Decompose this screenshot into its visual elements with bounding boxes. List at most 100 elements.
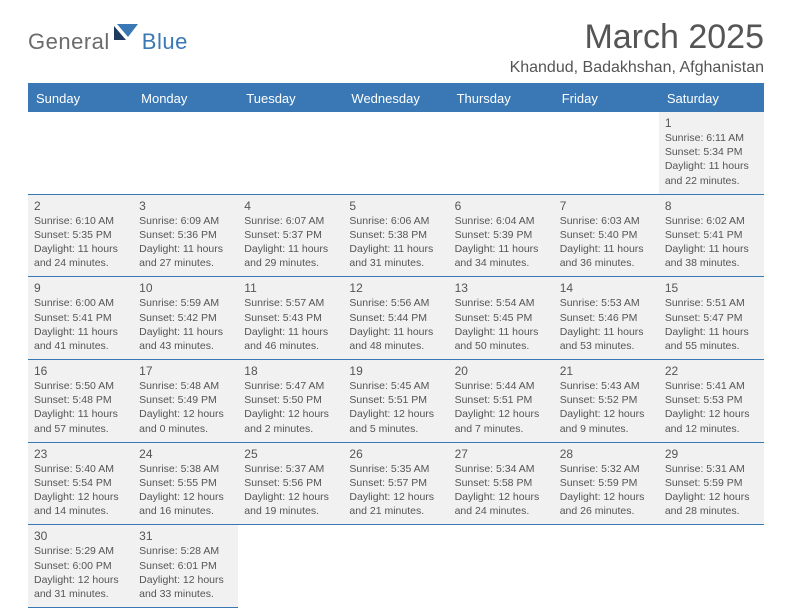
calendar-day-cell: 14Sunrise: 5:53 AMSunset: 5:46 PMDayligh… [554, 277, 659, 360]
calendar-row: 1Sunrise: 6:11 AMSunset: 5:34 PMDaylight… [28, 112, 764, 194]
day-number: 25 [244, 447, 337, 461]
sunrise-text: Sunrise: 6:11 AM [665, 131, 758, 145]
sunset-text: Sunset: 5:35 PM [34, 228, 127, 242]
day-number: 31 [139, 529, 232, 543]
daylight-text: Daylight: 11 hours [665, 242, 758, 256]
logo-text-general: General [28, 29, 110, 55]
daylight-text: and 50 minutes. [455, 339, 548, 353]
calendar-empty-cell [449, 112, 554, 194]
calendar-row: 23Sunrise: 5:40 AMSunset: 5:54 PMDayligh… [28, 442, 764, 525]
sunrise-text: Sunrise: 5:37 AM [244, 462, 337, 476]
sunrise-text: Sunrise: 6:06 AM [349, 214, 442, 228]
calendar-empty-cell [343, 112, 448, 194]
weekday-header: Friday [554, 85, 659, 112]
calendar-empty-cell [554, 112, 659, 194]
daylight-text: Daylight: 12 hours [34, 490, 127, 504]
sunrise-text: Sunrise: 6:03 AM [560, 214, 653, 228]
weekday-header: Saturday [659, 85, 764, 112]
sunset-text: Sunset: 5:56 PM [244, 476, 337, 490]
daylight-text: and 33 minutes. [139, 587, 232, 601]
day-number: 13 [455, 281, 548, 295]
daylight-text: Daylight: 11 hours [560, 325, 653, 339]
logo-text-blue: Blue [142, 29, 188, 55]
sunrise-text: Sunrise: 6:04 AM [455, 214, 548, 228]
sunrise-text: Sunrise: 5:29 AM [34, 544, 127, 558]
daylight-text: and 19 minutes. [244, 504, 337, 518]
weekday-header: Tuesday [238, 85, 343, 112]
calendar-day-cell: 8Sunrise: 6:02 AMSunset: 5:41 PMDaylight… [659, 194, 764, 277]
calendar-day-cell: 20Sunrise: 5:44 AMSunset: 5:51 PMDayligh… [449, 360, 554, 443]
sunset-text: Sunset: 5:59 PM [665, 476, 758, 490]
day-number: 7 [560, 199, 653, 213]
daylight-text: Daylight: 11 hours [34, 407, 127, 421]
sunrise-text: Sunrise: 5:40 AM [34, 462, 127, 476]
calendar-day-cell: 21Sunrise: 5:43 AMSunset: 5:52 PMDayligh… [554, 360, 659, 443]
day-number: 29 [665, 447, 758, 461]
daylight-text: Daylight: 11 hours [560, 242, 653, 256]
calendar-day-cell: 16Sunrise: 5:50 AMSunset: 5:48 PMDayligh… [28, 360, 133, 443]
sunrise-text: Sunrise: 6:09 AM [139, 214, 232, 228]
daylight-text: and 7 minutes. [455, 422, 548, 436]
daylight-text: and 21 minutes. [349, 504, 442, 518]
daylight-text: and 5 minutes. [349, 422, 442, 436]
calendar-day-cell: 3Sunrise: 6:09 AMSunset: 5:36 PMDaylight… [133, 194, 238, 277]
sunrise-text: Sunrise: 6:07 AM [244, 214, 337, 228]
daylight-text: and 22 minutes. [665, 174, 758, 188]
sunset-text: Sunset: 5:58 PM [455, 476, 548, 490]
sunrise-text: Sunrise: 5:32 AM [560, 462, 653, 476]
calendar-empty-cell [133, 112, 238, 194]
daylight-text: and 12 minutes. [665, 422, 758, 436]
calendar-day-cell: 12Sunrise: 5:56 AMSunset: 5:44 PMDayligh… [343, 277, 448, 360]
sunset-text: Sunset: 5:53 PM [665, 393, 758, 407]
daylight-text: Daylight: 11 hours [244, 325, 337, 339]
day-number: 4 [244, 199, 337, 213]
sunset-text: Sunset: 5:39 PM [455, 228, 548, 242]
daylight-text: and 34 minutes. [455, 256, 548, 270]
sunset-text: Sunset: 5:51 PM [455, 393, 548, 407]
calendar-day-cell: 25Sunrise: 5:37 AMSunset: 5:56 PMDayligh… [238, 442, 343, 525]
daylight-text: and 9 minutes. [560, 422, 653, 436]
calendar-day-cell: 24Sunrise: 5:38 AMSunset: 5:55 PMDayligh… [133, 442, 238, 525]
sunrise-text: Sunrise: 5:50 AM [34, 379, 127, 393]
sunrise-text: Sunrise: 6:10 AM [34, 214, 127, 228]
day-number: 11 [244, 281, 337, 295]
weekday-header: Thursday [449, 85, 554, 112]
day-number: 5 [349, 199, 442, 213]
daylight-text: and 48 minutes. [349, 339, 442, 353]
daylight-text: and 14 minutes. [34, 504, 127, 518]
daylight-text: and 31 minutes. [34, 587, 127, 601]
daylight-text: Daylight: 12 hours [665, 490, 758, 504]
calendar-day-cell: 17Sunrise: 5:48 AMSunset: 5:49 PMDayligh… [133, 360, 238, 443]
daylight-text: Daylight: 11 hours [455, 242, 548, 256]
calendar-day-cell: 2Sunrise: 6:10 AMSunset: 5:35 PMDaylight… [28, 194, 133, 277]
sunset-text: Sunset: 5:59 PM [560, 476, 653, 490]
sunrise-text: Sunrise: 6:02 AM [665, 214, 758, 228]
daylight-text: Daylight: 11 hours [455, 325, 548, 339]
day-number: 19 [349, 364, 442, 378]
calendar-empty-cell [659, 525, 764, 608]
sunrise-text: Sunrise: 5:47 AM [244, 379, 337, 393]
daylight-text: Daylight: 12 hours [244, 490, 337, 504]
calendar-row: 2Sunrise: 6:10 AMSunset: 5:35 PM Daylight… [28, 194, 764, 277]
sunset-text: Sunset: 5:42 PM [139, 311, 232, 325]
sunrise-text: Sunrise: 5:59 AM [139, 296, 232, 310]
daylight-text: Daylight: 11 hours [665, 159, 758, 173]
day-number: 2 [34, 199, 127, 213]
calendar-day-cell: 5Sunrise: 6:06 AMSunset: 5:38 PMDaylight… [343, 194, 448, 277]
sunrise-text: Sunrise: 5:53 AM [560, 296, 653, 310]
calendar-day-cell: 18Sunrise: 5:47 AMSunset: 5:50 PMDayligh… [238, 360, 343, 443]
sunset-text: Sunset: 5:45 PM [455, 311, 548, 325]
daylight-text: and 28 minutes. [665, 504, 758, 518]
day-number: 16 [34, 364, 127, 378]
daylight-text: Daylight: 12 hours [34, 573, 127, 587]
daylight-text: and 46 minutes. [244, 339, 337, 353]
daylight-text: Daylight: 11 hours [349, 242, 442, 256]
calendar-empty-cell [28, 112, 133, 194]
daylight-text: and 27 minutes. [139, 256, 232, 270]
sunset-text: Sunset: 5:52 PM [560, 393, 653, 407]
day-number: 8 [665, 199, 758, 213]
calendar-row: 30Sunrise: 5:29 AMSunset: 6:00 PMDayligh… [28, 525, 764, 608]
daylight-text: Daylight: 12 hours [665, 407, 758, 421]
daylight-text: and 26 minutes. [560, 504, 653, 518]
sunrise-text: Sunrise: 5:45 AM [349, 379, 442, 393]
